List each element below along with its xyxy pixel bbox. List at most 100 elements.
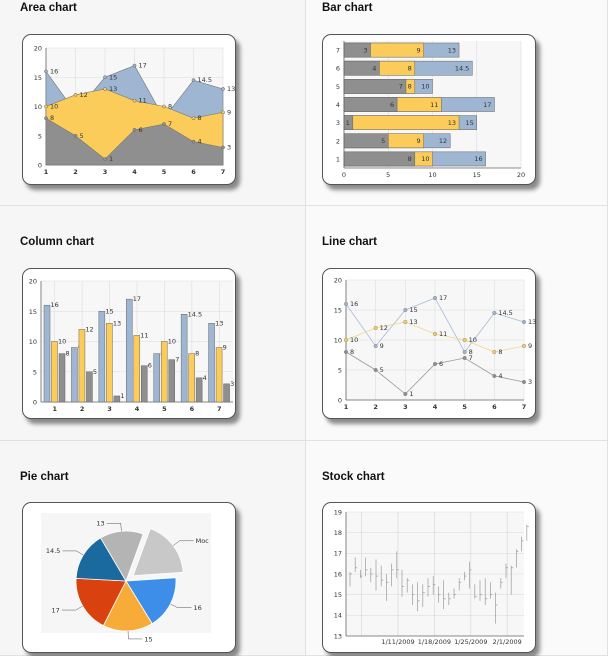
column — [160, 341, 168, 403]
pie-slice — [102, 580, 153, 632]
y-tick-label: 5 — [336, 83, 340, 91]
data-label: 14.5 — [198, 76, 212, 84]
y-tick-label: 20 — [34, 45, 42, 53]
area-chart-thumbnail[interactable]: 05101520123456716915171014.5131012131188… — [22, 34, 236, 185]
data-point — [373, 367, 378, 372]
data-label: 3 — [528, 378, 532, 386]
x-tick-label: 3 — [403, 403, 408, 411]
data-label: 5 — [380, 366, 384, 374]
y-tick-label: 0 — [38, 162, 42, 170]
column — [168, 359, 175, 403]
x-tick-label: 2/1/2009 — [493, 638, 522, 646]
x-tick-label: 5 — [462, 403, 467, 411]
leader-line — [106, 522, 122, 532]
section-title: Pie chart — [20, 471, 69, 483]
data-label: 3 — [230, 380, 234, 388]
data-point — [432, 361, 437, 366]
x-tick-label: 1/25/2009 — [454, 638, 487, 646]
stock-chart: 13 14 15 16 17 18 19 1/11/2009 1/18/2009 1/25/200… — [334, 508, 529, 646]
stock-chart-section: Stock chart 13 14 15 16 17 18 19 1/11/2009 1/18/… — [306, 441, 608, 656]
x-tick-label: 1/18/2009 — [418, 638, 451, 646]
data-label: 16 — [350, 300, 358, 308]
line-chart-thumbnail[interactable]: 0 5 10 15 20 1 2 3 4 5 6 7 16 9 15 17 8 14.5 13 10 12 13 11 10 8… — [322, 268, 536, 419]
data-label: 8 — [350, 348, 354, 356]
data-label: 14.5 — [188, 310, 202, 318]
x-tick-label: 7 — [221, 168, 226, 176]
leader-line — [62, 550, 84, 556]
slice-label: 15 — [144, 635, 152, 643]
column-chart-thumbnail[interactable]: 0510152012345671691517814.51310121311108… — [22, 268, 236, 419]
data-label: 17 — [483, 101, 491, 109]
data-point — [132, 98, 137, 103]
x-tick-label: 3 — [107, 405, 112, 413]
pie-chart-thumbnail[interactable]: Moc 16 15 17 14.5 13 — [22, 502, 236, 653]
y-tick-label: 19 — [334, 508, 342, 516]
y-tick-label: 10 — [29, 338, 37, 346]
y-tick-label: 10 — [334, 337, 342, 345]
data-point — [344, 349, 349, 354]
data-label: 6 — [439, 360, 443, 368]
data-point — [403, 391, 408, 396]
slice-label: 17 — [52, 606, 60, 614]
y-tick-label: 15 — [34, 74, 42, 82]
column — [126, 298, 133, 403]
column — [58, 353, 66, 403]
y-tick-label: 16 — [334, 570, 342, 578]
slice-label: 13 — [96, 520, 104, 528]
bar-chart-thumbnail[interactable]: 0 5 10 15 20 1 8 10 16 2 5 9 12 3 1 13 15 4 6 11 17 5 7 8 10 6 4 8 1… — [322, 34, 536, 185]
area-chart: 05101520123456716915171014.5131012131188… — [34, 45, 236, 177]
data-label: 1 — [120, 392, 124, 400]
data-point — [191, 139, 196, 144]
data-label: 13 — [409, 318, 417, 326]
y-tick-label: 0 — [338, 397, 342, 405]
data-label: 10 — [469, 336, 477, 344]
x-tick-label: 1 — [344, 403, 349, 411]
data-label: 12 — [380, 324, 388, 332]
data-label: 13 — [113, 319, 121, 327]
data-label: 12 — [80, 91, 88, 99]
section-title: Column chart — [20, 236, 95, 248]
x-tick-label: 15 — [473, 171, 481, 179]
data-label: 14.5 — [455, 65, 469, 73]
column — [195, 377, 203, 403]
section-title: Bar chart — [322, 2, 373, 14]
x-tick-label: 7 — [217, 405, 222, 413]
column — [51, 341, 58, 403]
data-label: 16 — [50, 67, 58, 75]
leader-line — [61, 605, 83, 611]
data-label: 17 — [139, 62, 147, 70]
x-tick-label: 5 — [162, 405, 167, 413]
data-point — [492, 349, 497, 354]
y-tick-label: 4 — [336, 101, 340, 109]
column — [153, 353, 160, 403]
y-tick-label: 15 — [334, 307, 342, 315]
y-tick-label: 15 — [334, 591, 342, 599]
x-tick-label: 6 — [190, 405, 195, 413]
column — [43, 304, 51, 403]
slice-label: 14.5 — [46, 547, 60, 555]
data-point — [492, 373, 497, 378]
data-point — [73, 133, 78, 138]
x-tick-label: 4 — [132, 168, 137, 176]
bar — [343, 115, 460, 130]
data-label: 9 — [380, 342, 384, 350]
x-tick-label: 3 — [103, 168, 108, 176]
column — [133, 335, 141, 403]
column — [180, 314, 188, 403]
column — [215, 347, 223, 403]
column — [208, 323, 215, 403]
y-tick-label: 13 — [334, 632, 342, 640]
stock-chart-thumbnail[interactable]: 13 14 15 16 17 18 19 1/11/2009 1/18/2009 1/25/200… — [322, 502, 536, 653]
data-label: 8 — [498, 348, 502, 356]
leader-line — [170, 603, 192, 608]
data-label: 6 — [148, 362, 152, 370]
x-tick-label: 20 — [517, 171, 525, 179]
pie-slice — [132, 528, 184, 577]
x-tick-label: 10 — [428, 171, 436, 179]
bar — [343, 79, 407, 94]
column-chart-section: Column chart 0510152012345671691517814.5… — [0, 206, 306, 441]
y-tick-label: 2 — [336, 137, 340, 145]
data-point — [221, 145, 225, 150]
bar-chart-section: Bar chart 0 5 10 15 20 1 8 10 16 2 5 9 12 3 1 13 15 4 6 11 1… — [306, 0, 608, 206]
